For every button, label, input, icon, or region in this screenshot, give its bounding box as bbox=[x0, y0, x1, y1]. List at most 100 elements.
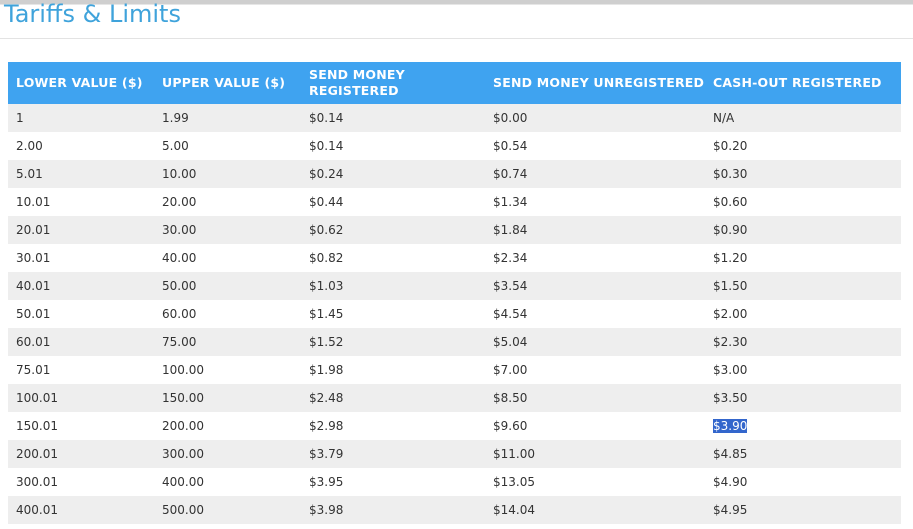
cash-out-cell: $2.00 bbox=[713, 307, 748, 321]
table-row: 20.01 30.00 $0.62 $1.84 $0.90 bbox=[8, 216, 901, 244]
lower-value-cell: 60.01 bbox=[16, 335, 51, 349]
send-unregistered-cell: $7.00 bbox=[493, 363, 528, 377]
send-unregistered-cell: $4.54 bbox=[493, 307, 528, 321]
send-unregistered-cell: $0.74 bbox=[493, 167, 528, 181]
send-registered-cell: $0.62 bbox=[309, 223, 344, 237]
table-row: 400.01 500.00 $3.98 $14.04 $4.95 bbox=[8, 496, 901, 524]
cash-out-cell: $4.85 bbox=[713, 447, 748, 461]
send-registered-cell: $1.98 bbox=[309, 363, 344, 377]
table-row: 200.01 300.00 $3.79 $11.00 $4.85 bbox=[8, 440, 901, 468]
send-registered-cell: $2.98 bbox=[309, 419, 344, 433]
upper-value-cell: 40.00 bbox=[162, 251, 197, 265]
upper-value-cell: 200.00 bbox=[162, 419, 204, 433]
lower-value-cell: 75.01 bbox=[16, 363, 51, 377]
cash-out-cell: $0.90 bbox=[713, 223, 748, 237]
header-send-money-registered: SEND MONEY REGISTERED bbox=[309, 67, 405, 98]
table-row: 5.01 10.00 $0.24 $0.74 $0.30 bbox=[8, 160, 901, 188]
upper-value-cell: 60.00 bbox=[162, 307, 197, 321]
header-lower-value: LOWER VALUE ($) bbox=[16, 75, 143, 90]
lower-value-cell: 50.01 bbox=[16, 307, 51, 321]
lower-value-cell: 2.00 bbox=[16, 139, 43, 153]
lower-value-cell: 100.01 bbox=[16, 391, 58, 405]
upper-value-cell: 500.00 bbox=[162, 503, 204, 517]
header-cash-out-registered: CASH-OUT REGISTERED bbox=[713, 75, 882, 90]
header-row: LOWER VALUE ($) UPPER VALUE ($) SEND MON… bbox=[8, 62, 901, 104]
send-registered-cell: $0.14 bbox=[309, 111, 344, 125]
lower-value-cell: 20.01 bbox=[16, 223, 51, 237]
lower-value-cell: 300.01 bbox=[16, 475, 58, 489]
browser-top-edge bbox=[0, 0, 913, 5]
send-registered-cell: $0.44 bbox=[309, 195, 344, 209]
cash-out-cell: $3.50 bbox=[713, 391, 748, 405]
send-registered-cell: $3.98 bbox=[309, 503, 344, 517]
table-header: LOWER VALUE ($) UPPER VALUE ($) SEND MON… bbox=[8, 62, 901, 104]
lower-value-cell: 40.01 bbox=[16, 279, 51, 293]
lower-value-cell: 5.01 bbox=[16, 167, 43, 181]
table-row: 10.01 20.00 $0.44 $1.34 $0.60 bbox=[8, 188, 901, 216]
send-unregistered-cell: $0.00 bbox=[493, 111, 528, 125]
cash-out-cell: $1.50 bbox=[713, 279, 748, 293]
cash-out-cell: $0.30 bbox=[713, 167, 748, 181]
cash-out-cell: $2.30 bbox=[713, 335, 748, 349]
tariffs-table: LOWER VALUE ($) UPPER VALUE ($) SEND MON… bbox=[8, 62, 901, 524]
lower-value-cell: 200.01 bbox=[16, 447, 58, 461]
table-row: 150.01 200.00 $2.98 $9.60 $3.90 bbox=[8, 412, 901, 440]
lower-value-cell: 1 bbox=[16, 111, 24, 125]
cash-out-cell: $4.90 bbox=[713, 475, 748, 489]
send-unregistered-cell: $9.60 bbox=[493, 419, 528, 433]
send-unregistered-cell: $5.04 bbox=[493, 335, 528, 349]
cash-out-cell: $1.20 bbox=[713, 251, 748, 265]
table-row: 75.01 100.00 $1.98 $7.00 $3.00 bbox=[8, 356, 901, 384]
upper-value-cell: 50.00 bbox=[162, 279, 197, 293]
send-registered-cell: $1.52 bbox=[309, 335, 344, 349]
send-registered-cell: $1.03 bbox=[309, 279, 344, 293]
send-registered-cell: $3.95 bbox=[309, 475, 344, 489]
table-row: 30.01 40.00 $0.82 $2.34 $1.20 bbox=[8, 244, 901, 272]
lower-value-cell: 400.01 bbox=[16, 503, 58, 517]
lower-value-cell: 10.01 bbox=[16, 195, 51, 209]
cash-out-cell: $3.90 bbox=[705, 412, 901, 440]
cash-out-cell: $4.95 bbox=[713, 503, 748, 517]
send-unregistered-cell: $1.34 bbox=[493, 195, 528, 209]
table-row: 100.01 150.00 $2.48 $8.50 $3.50 bbox=[8, 384, 901, 412]
send-unregistered-cell: $14.04 bbox=[493, 503, 535, 517]
upper-value-cell: 300.00 bbox=[162, 447, 204, 461]
cash-out-cell: $0.20 bbox=[713, 139, 748, 153]
cash-out-cell: $3.00 bbox=[713, 363, 748, 377]
table-row: 300.01 400.00 $3.95 $13.05 $4.90 bbox=[8, 468, 901, 496]
lower-value-cell: 30.01 bbox=[16, 251, 51, 265]
send-registered-cell: $0.24 bbox=[309, 167, 344, 181]
send-registered-cell: $0.82 bbox=[309, 251, 344, 265]
table-row: 1 1.99 $0.14 $0.00 N/A bbox=[8, 104, 901, 132]
table-row: 2.00 5.00 $0.14 $0.54 $0.20 bbox=[8, 132, 901, 160]
table-body: 1 1.99 $0.14 $0.00 N/A 2.00 5.00 $0.14 $… bbox=[8, 104, 901, 524]
cash-out-cell: N/A bbox=[713, 111, 735, 125]
upper-value-cell: 150.00 bbox=[162, 391, 204, 405]
send-unregistered-cell: $0.54 bbox=[493, 139, 528, 153]
send-unregistered-cell: $3.54 bbox=[493, 279, 528, 293]
header-send-money-unregistered: SEND MONEY UNREGISTERED bbox=[493, 75, 705, 90]
upper-value-cell: 30.00 bbox=[162, 223, 197, 237]
table-row: 40.01 50.00 $1.03 $3.54 $1.50 bbox=[8, 272, 901, 300]
lower-value-cell: 150.01 bbox=[16, 419, 58, 433]
page-title: Tariffs & Limits bbox=[4, 0, 181, 28]
send-registered-cell: $0.14 bbox=[309, 139, 344, 153]
table-row: 50.01 60.00 $1.45 $4.54 $2.00 bbox=[8, 300, 901, 328]
send-registered-cell: $2.48 bbox=[309, 391, 344, 405]
send-unregistered-cell: $11.00 bbox=[493, 447, 535, 461]
cash-out-cell: $0.60 bbox=[713, 195, 748, 209]
upper-value-cell: 10.00 bbox=[162, 167, 197, 181]
send-unregistered-cell: $8.50 bbox=[493, 391, 528, 405]
send-unregistered-cell: $2.34 bbox=[493, 251, 528, 265]
selected-text-highlight[interactable]: $3.90 bbox=[713, 419, 748, 433]
upper-value-cell: 5.00 bbox=[162, 139, 189, 153]
send-registered-cell: $1.45 bbox=[309, 307, 344, 321]
upper-value-cell: 20.00 bbox=[162, 195, 197, 209]
upper-value-cell: 100.00 bbox=[162, 363, 204, 377]
send-unregistered-cell: $1.84 bbox=[493, 223, 528, 237]
upper-value-cell: 400.00 bbox=[162, 475, 204, 489]
upper-value-cell: 1.99 bbox=[162, 111, 189, 125]
table-row: 60.01 75.00 $1.52 $5.04 $2.30 bbox=[8, 328, 901, 356]
send-unregistered-cell: $13.05 bbox=[493, 475, 535, 489]
upper-value-cell: 75.00 bbox=[162, 335, 197, 349]
